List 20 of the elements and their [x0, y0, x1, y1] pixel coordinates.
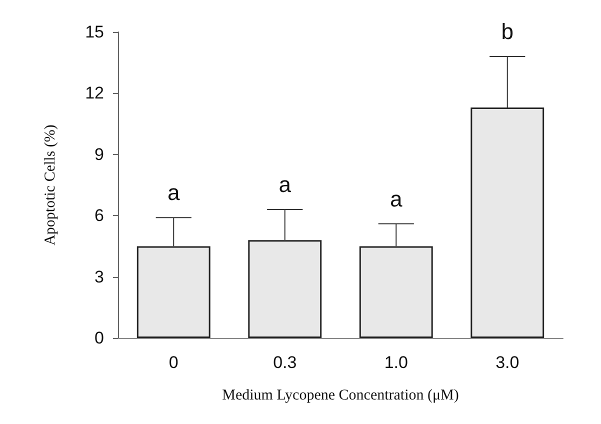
x-axis-title: Medium Lycopene Concentration (μM): [222, 388, 459, 404]
annotation: a: [278, 172, 292, 197]
annotation: a: [390, 186, 403, 212]
y-tick-label: 15: [85, 22, 104, 42]
y-tick-label: 3: [94, 267, 104, 286]
bar: [136, 246, 210, 338]
x-tick-label: 1.0: [384, 353, 408, 372]
y-tick-label: 0: [94, 328, 104, 348]
bar: [470, 107, 544, 338]
bar: [248, 240, 322, 338]
y-tick-label: 12: [85, 84, 104, 103]
bar: [359, 246, 433, 338]
y-axis-title: Apoptotic Cells (%): [42, 124, 58, 246]
annotation: a: [168, 180, 180, 206]
x-tick-label: 0: [168, 353, 178, 372]
annotation: b: [501, 18, 514, 44]
x-tick-label: 0.3: [273, 353, 297, 372]
y-tick-label: 9: [94, 144, 104, 164]
x-tick-label: 3.0: [496, 353, 520, 372]
y-tick-label: 6: [94, 206, 104, 226]
